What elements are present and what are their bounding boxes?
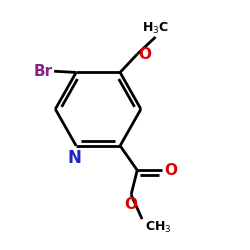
Text: CH$_3$: CH$_3$ [144,220,171,236]
Text: H$_3$C: H$_3$C [142,21,169,36]
Text: N: N [68,150,82,168]
Text: O: O [124,197,138,212]
Text: Br: Br [34,64,53,79]
Text: O: O [138,46,151,62]
Text: O: O [164,163,177,178]
